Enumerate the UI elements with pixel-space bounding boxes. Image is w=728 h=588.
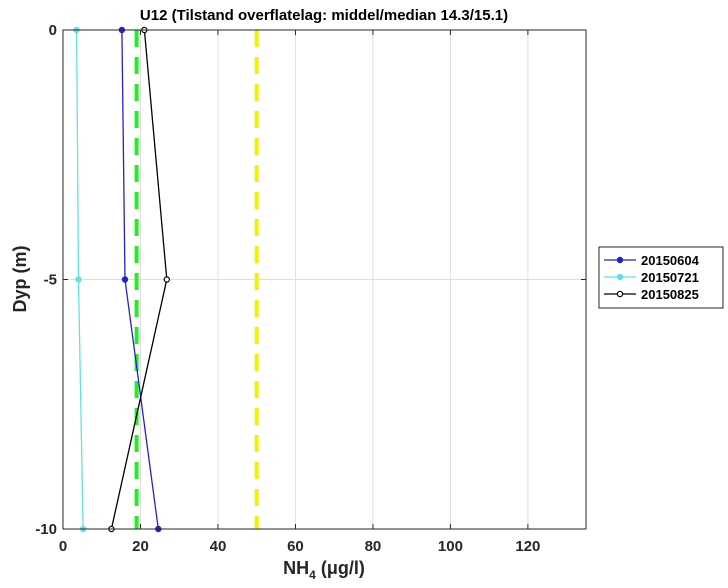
x-axis-label: NH4 (μg/l) bbox=[283, 558, 365, 582]
legend: 20150604 20150721 20150825 bbox=[598, 246, 724, 309]
grid-lines bbox=[63, 30, 586, 529]
axis-ticks: 0 20 40 60 80 100 120 0 -5 -10 bbox=[35, 22, 586, 555]
x-tick-label: 60 bbox=[287, 538, 304, 555]
legend-label: 20150721 bbox=[641, 270, 699, 285]
y-tick-label: -5 bbox=[44, 272, 57, 289]
legend-swatch-marker bbox=[616, 273, 624, 281]
x-tick-label: 20 bbox=[132, 538, 149, 555]
y-axis-label: Dyp (m) bbox=[10, 245, 30, 312]
data-point bbox=[75, 276, 82, 283]
legend-label: 20150604 bbox=[641, 253, 700, 268]
y-tick-label: -10 bbox=[35, 521, 57, 538]
x-axis-label-main: NH bbox=[283, 558, 309, 578]
reference-lines bbox=[134, 30, 259, 529]
x-tick-label: 100 bbox=[438, 538, 463, 555]
legend-items: 20150604 20150721 20150825 bbox=[604, 253, 700, 302]
x-tick-label: 120 bbox=[515, 538, 540, 555]
legend-label: 20150825 bbox=[641, 287, 699, 302]
x-tick-label: 40 bbox=[210, 538, 227, 555]
legend-swatch-marker bbox=[616, 290, 624, 298]
legend-swatch-marker bbox=[616, 256, 624, 264]
chart-title: U12 (Tilstand overflatelag: middel/media… bbox=[140, 7, 508, 24]
y-tick-label: 0 bbox=[49, 22, 57, 39]
x-axis-label-subscript: 4 bbox=[309, 568, 316, 582]
x-tick-label: 0 bbox=[59, 538, 67, 555]
x-tick-label: 80 bbox=[365, 538, 382, 555]
data-point bbox=[163, 276, 171, 283]
data-series bbox=[73, 26, 171, 533]
data-point bbox=[121, 276, 129, 283]
x-axis-label-unit: (μg/l) bbox=[316, 558, 365, 578]
